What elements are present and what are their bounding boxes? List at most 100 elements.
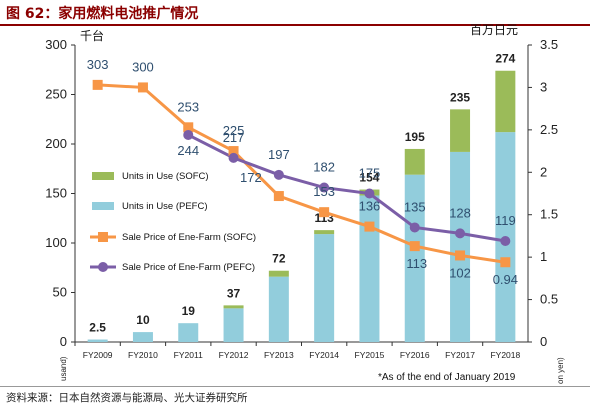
pefc-price-label: 217 [223,130,245,145]
bar-pefc [450,151,471,342]
pefc-price-label: 182 [313,160,335,175]
sofc-price-point [183,122,194,133]
right-axis-unit: 百万日元 [470,23,518,37]
pefc-price-label: 175 [359,166,381,181]
bar-total-label: 10 [136,313,150,327]
left-axis-unit: 千台 [80,28,104,43]
pefc-price-point [183,129,194,140]
pefc-price-point [273,169,284,180]
left-axis-rotated-label: usand) [59,356,68,381]
right-tick-label: 3 [540,79,547,94]
bar-total-label: 19 [182,304,196,318]
x-tick-label: FY2013 [264,350,294,360]
bar-sofc [495,70,516,133]
right-tick-label: 2.5 [540,122,558,137]
left-tick-label: 300 [45,37,67,52]
figure-title: 图 62：家用燃料电池推广情况 [6,6,199,22]
x-tick-label: FY2011 [174,350,203,360]
bar-sofc [404,148,425,175]
bar-total-label: 2.5 [89,321,106,335]
sofc-price-line [97,83,506,264]
sofc-price-point [137,82,148,93]
bar-pefc [87,339,108,342]
legend-pefc-price-marker [98,262,108,272]
pefc-price-point [455,228,466,239]
title-rule [0,24,590,26]
right-axis-rotated-label: on yen) [556,357,565,384]
sofc-price-point [92,79,103,90]
bar-sofc [314,230,335,235]
sofc-price-label: 172 [240,170,262,185]
sofc-price-label: 300 [132,59,154,74]
chart-note: *As of the end of January 2019 [378,372,516,383]
sofc-price-point [319,207,330,218]
legend-sofc-price-label: Sale Price of Ene-Farm (SOFC) [122,232,256,243]
legend-sofc-price-marker [98,232,108,242]
bar-pefc [178,323,199,342]
right-tick-label: 3.5 [540,37,558,52]
left-tick-label: 150 [45,186,67,201]
sofc-price-point [409,241,420,252]
sofc-price-point [273,191,284,202]
pefc-price-label: 119 [495,213,516,228]
sofc-price-label: 225 [223,123,245,138]
left-tick-label: 0 [60,334,67,349]
pefc-price-label: 244 [177,143,199,158]
legend-pefc-units-swatch [92,202,114,210]
x-tick-label: FY2018 [490,350,520,360]
pefc-price-point [364,188,375,199]
sofc-price-label: 102 [449,265,471,280]
right-tick-label: 2 [540,164,547,179]
pefc-price-label: 135 [404,199,426,214]
x-tick-label: FY2015 [355,350,385,360]
legend-sofc-units-label: Units in Use (SOFC) [122,171,209,182]
bar-pefc [268,276,289,342]
x-tick-label: FY2016 [400,350,430,360]
left-tick-label: 100 [45,235,67,250]
right-tick-label: 0.5 [540,292,558,307]
right-tick-label: 1 [540,249,547,264]
bar-total-label: 37 [227,286,241,300]
right-tick-label: 0 [540,334,547,349]
pefc-price-line [187,133,506,243]
bar-total-label: 72 [272,252,286,266]
bar-total-label: 235 [450,90,470,104]
bar-pefc [404,174,425,342]
left-tick-label: 50 [53,285,67,300]
bar-pefc [314,234,335,342]
bar-sofc [223,305,244,309]
bar-total-label: 195 [405,130,425,144]
left-tick-label: 200 [45,136,67,151]
sofc-price-label: 0.94 [493,272,518,287]
sofc-price-label: 136 [359,199,381,214]
bar-pefc [223,308,244,342]
x-tick-label: FY2017 [445,350,475,360]
sofc-price-point [228,146,239,157]
legend-sofc-units-swatch [92,172,114,180]
bar-pefc [132,332,153,342]
sofc-price-point [364,221,375,232]
sofc-price-label: 153 [313,184,335,199]
bar-sofc [268,270,289,277]
sofc-price-point [455,250,466,261]
sofc-price-label: 253 [177,99,199,114]
source-rule [0,386,590,387]
x-tick-label: FY2009 [83,350,113,360]
x-tick-label: FY2010 [128,350,158,360]
legend-pefc-units-label: Units in Use (PEFC) [122,201,208,212]
pefc-price-label: 197 [268,147,290,162]
left-tick-label: 250 [45,87,67,102]
source-note: 资料来源：日本自然资源与能源局、光大证券研究所 [6,392,248,404]
pefc-price-point [228,152,239,163]
pefc-price-point [500,236,511,247]
pefc-price-point [409,222,420,233]
sofc-price-label: 113 [406,256,427,271]
right-tick-label: 1.5 [540,207,558,222]
legend-pefc-price-label: Sale Price of Ene-Farm (PEFC) [122,262,255,273]
bar-total-label: 274 [495,52,515,66]
x-tick-label: FY2014 [309,350,339,360]
x-tick-label: FY2012 [219,350,249,360]
bar-sofc [450,109,471,152]
sofc-price-label: 303 [87,57,109,72]
